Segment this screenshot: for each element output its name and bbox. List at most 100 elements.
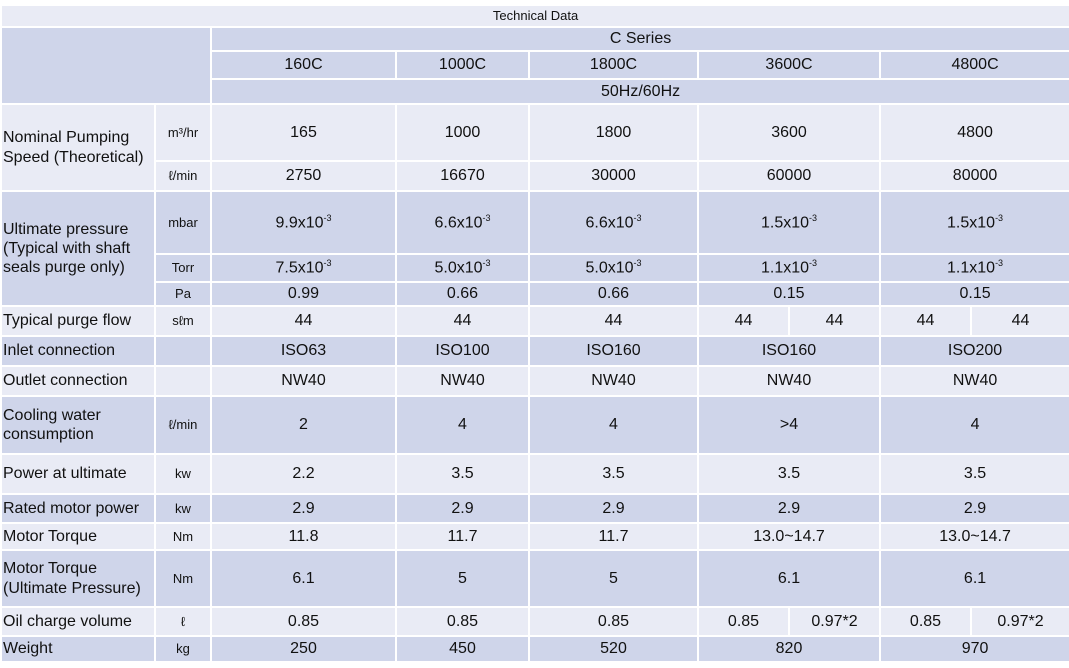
- value-cell: 0.15: [878, 281, 1069, 307]
- value-cell: 60000: [697, 160, 881, 192]
- value-cell: 0.85: [879, 606, 972, 637]
- unit-cell: kw: [154, 493, 212, 524]
- value-cell: ISO63: [210, 335, 397, 367]
- value-cell: 0.66: [528, 281, 699, 307]
- value-cell: 9.9x10-3: [210, 190, 397, 255]
- row-label: Typical purge flow: [0, 305, 156, 337]
- value-cell: 1800: [528, 103, 699, 162]
- value-cell: 3.5: [528, 453, 699, 495]
- model-header: 4800C: [878, 50, 1069, 80]
- value-cell: 2.9: [210, 493, 397, 524]
- value-cell: 6.6x10-3: [528, 190, 699, 255]
- value-cell: 0.15: [697, 281, 881, 307]
- value-cell: 1000: [395, 103, 530, 162]
- value-cell: 4: [878, 395, 1069, 455]
- value-cell: 0.85: [528, 606, 699, 637]
- value-cell: 44: [879, 305, 972, 337]
- row-label: Oil charge volume: [0, 606, 156, 637]
- unit-cell: sℓm: [154, 305, 212, 337]
- row-label: Cooling water consumption: [0, 395, 156, 455]
- value-cell: 250: [210, 635, 397, 663]
- model-header: 1800C: [528, 50, 699, 80]
- unit-cell: Pa: [154, 281, 212, 307]
- value-cell: 165: [210, 103, 397, 162]
- value-cell: 0.97*2: [969, 606, 1069, 637]
- model-header: 3600C: [697, 50, 881, 80]
- row-label: Outlet connection: [0, 365, 156, 397]
- value-cell: 11.7: [395, 522, 530, 551]
- unit-cell: kg: [154, 635, 212, 663]
- model-header: 1000C: [395, 50, 530, 80]
- value-cell: 5.0x10-3: [528, 253, 699, 283]
- value-cell: 44: [528, 305, 699, 337]
- value-cell: 44: [210, 305, 397, 337]
- table-title: Technical Data: [0, 4, 1069, 28]
- value-cell: 1.5x10-3: [697, 190, 881, 255]
- unit-cell: ℓ/min: [154, 395, 212, 455]
- value-cell: NW40: [395, 365, 530, 397]
- header-blank: [0, 26, 212, 105]
- row-label: Weight: [0, 635, 156, 663]
- row-label: Motor Torque (Ultimate Pressure): [0, 549, 156, 608]
- value-cell: 450: [395, 635, 530, 663]
- unit-cell: ℓ: [154, 606, 212, 637]
- unit-cell: Nm: [154, 549, 212, 608]
- value-cell: 3.5: [395, 453, 530, 495]
- value-cell: 2.9: [395, 493, 530, 524]
- value-cell: 4800: [878, 103, 1069, 162]
- value-cell: NW40: [878, 365, 1069, 397]
- value-cell: 0.99: [210, 281, 397, 307]
- value-cell: 80000: [878, 160, 1069, 192]
- value-cell: 2: [210, 395, 397, 455]
- value-cell: 6.1: [210, 549, 397, 608]
- value-cell: 4: [528, 395, 699, 455]
- value-cell: 0.66: [395, 281, 530, 307]
- value-cell: 0.85: [210, 606, 397, 637]
- value-cell: 3.5: [697, 453, 881, 495]
- value-cell: ISO160: [697, 335, 881, 367]
- value-cell: 44: [395, 305, 530, 337]
- value-cell: 3600: [697, 103, 881, 162]
- value-cell: 13.0~14.7: [878, 522, 1069, 551]
- value-cell: 2.9: [528, 493, 699, 524]
- value-cell: 11.8: [210, 522, 397, 551]
- value-cell: 0.85: [697, 606, 790, 637]
- value-cell: 6.6x10-3: [395, 190, 530, 255]
- value-cell: 0.85: [395, 606, 530, 637]
- value-cell: 1.1x10-3: [697, 253, 881, 283]
- value-cell: 4: [395, 395, 530, 455]
- value-cell: 2.9: [697, 493, 881, 524]
- value-cell: 5: [528, 549, 699, 608]
- value-cell: >4: [697, 395, 881, 455]
- value-cell: 0.97*2: [788, 606, 881, 637]
- value-cell: ISO100: [395, 335, 530, 367]
- row-label: Motor Torque: [0, 522, 156, 551]
- unit-cell: mbar: [154, 190, 212, 255]
- technical-data-table: Technical Data C Series 160C 1000C 1800C…: [0, 4, 1069, 663]
- value-cell: 44: [697, 305, 790, 337]
- value-cell: 30000: [528, 160, 699, 192]
- value-cell: 520: [528, 635, 699, 663]
- value-cell: 13.0~14.7: [697, 522, 881, 551]
- row-label: Power at ultimate: [0, 453, 156, 495]
- value-cell: 6.1: [697, 549, 881, 608]
- value-cell: 16670: [395, 160, 530, 192]
- row-label: Nominal Pumping Speed (Theoretical): [0, 103, 156, 192]
- model-header: 160C: [210, 50, 397, 80]
- value-cell: NW40: [697, 365, 881, 397]
- value-cell: 44: [969, 305, 1069, 337]
- value-cell: 2750: [210, 160, 397, 192]
- value-cell: NW40: [528, 365, 699, 397]
- value-cell: 5.0x10-3: [395, 253, 530, 283]
- row-label: Rated motor power: [0, 493, 156, 524]
- unit-cell: ℓ/min: [154, 160, 212, 192]
- value-cell: 3.5: [878, 453, 1069, 495]
- value-cell: 5: [395, 549, 530, 608]
- row-label: Inlet connection: [0, 335, 156, 367]
- unit-cell: Nm: [154, 522, 212, 551]
- unit-cell: [154, 365, 212, 397]
- unit-cell: kw: [154, 453, 212, 495]
- value-cell: 44: [788, 305, 881, 337]
- value-cell: NW40: [210, 365, 397, 397]
- value-cell: 7.5x10-3: [210, 253, 397, 283]
